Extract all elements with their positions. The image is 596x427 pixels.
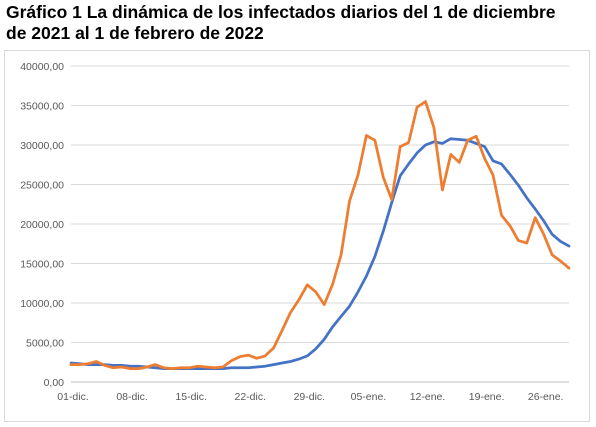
y-tick-label: 20000,00 <box>20 219 64 231</box>
x-tick-label: 05-ene. <box>351 391 387 403</box>
y-tick-label: 40000,00 <box>20 61 64 73</box>
chart-title-line-2: de 2021 al 1 de febrero de 2022 <box>6 23 264 43</box>
y-tick-label: 0,00 <box>44 377 65 389</box>
chart-title: Gráfico 1 La dinámica de los infectados … <box>6 2 592 44</box>
x-tick-label: 29-dic. <box>294 391 326 403</box>
x-tick-label: 08-dic. <box>116 391 148 403</box>
y-tick-label: 15000,00 <box>20 259 64 271</box>
series-line-1 <box>69 137 571 370</box>
x-tick-label: 15-dic. <box>175 391 207 403</box>
y-tick-label: 5000,00 <box>26 338 64 350</box>
x-tick-label: 22-dic. <box>234 391 266 403</box>
x-tick-label: 01-dic. <box>57 391 89 403</box>
x-tick-label: 12-ene. <box>410 391 446 403</box>
series-group <box>69 100 571 370</box>
x-tick-label: 19-ene. <box>469 391 505 403</box>
chart-title-line-1: Gráfico 1 La dinámica de los infectados … <box>6 2 556 22</box>
y-tick-label: 25000,00 <box>20 180 64 192</box>
x-axis-ticks: 01-dic. 08-dic. 15-dic. 22-dic. 29-dic. 05-en… <box>57 391 563 403</box>
gridlines <box>71 65 569 343</box>
series-line-2 <box>69 100 571 370</box>
x-tick-label: 26-ene. <box>528 391 564 403</box>
y-tick-label: 35000,00 <box>20 101 64 113</box>
y-tick-label: 10000,00 <box>20 298 64 310</box>
y-axis-ticks: 0,00 5000,00 10000,00 15000,00 20000,00 25000… <box>20 61 64 389</box>
y-tick-label: 30000,00 <box>20 140 64 152</box>
